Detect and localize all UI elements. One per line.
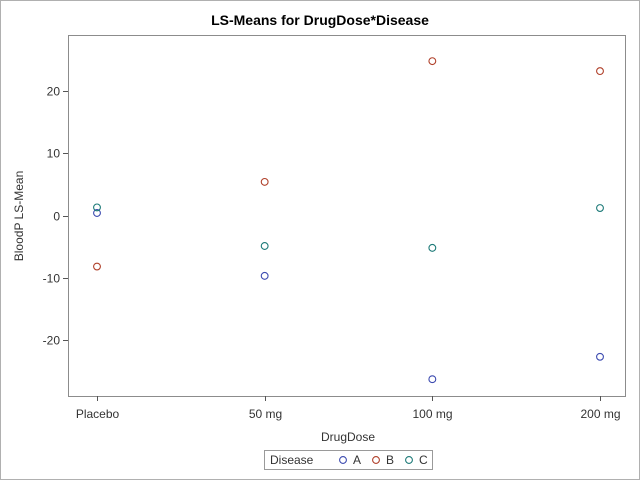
legend: Disease A B C xyxy=(264,450,433,470)
data-point-b xyxy=(260,177,269,186)
y-axis: -20 -10 0 10 20 xyxy=(43,85,68,348)
data-point-c xyxy=(260,242,269,250)
data-point-a xyxy=(93,209,101,217)
x-tick-label: 200 mg xyxy=(580,407,620,421)
legend-marker-c xyxy=(405,456,413,464)
legend-marker-b xyxy=(372,456,380,464)
x-axis-title: DrugDose xyxy=(321,430,375,444)
data-point-a xyxy=(428,375,437,384)
y-tick-label: 0 xyxy=(53,210,60,224)
data-point-b xyxy=(428,57,437,66)
legend-title: Disease xyxy=(270,453,314,467)
y-tick-label: 20 xyxy=(47,85,61,99)
chart-title: LS-Means for DrugDose*Disease xyxy=(211,12,429,28)
data-point-b xyxy=(93,262,101,271)
data-point-c xyxy=(93,203,101,212)
x-tick-label: 100 mg xyxy=(412,407,452,421)
x-axis: Placebo 50 mg 100 mg 200 mg xyxy=(76,396,621,421)
legend-label-c: C xyxy=(419,453,428,467)
legend-label-b: B xyxy=(386,453,394,467)
y-tick-label: -10 xyxy=(43,272,61,286)
x-tick-label: Placebo xyxy=(76,407,120,421)
x-tick-label: 50 mg xyxy=(249,407,282,421)
legend-marker-a xyxy=(339,456,347,464)
data-point-c xyxy=(596,204,604,212)
data-point-c xyxy=(428,243,437,252)
data-point-b xyxy=(596,67,604,76)
data-points xyxy=(93,57,604,384)
data-point-a xyxy=(260,271,269,280)
data-point-a xyxy=(596,352,604,361)
plot-area xyxy=(68,35,626,397)
y-tick-label: 10 xyxy=(47,147,61,161)
y-axis-title: BloodP LS-Mean xyxy=(12,171,26,262)
legend-box xyxy=(264,450,433,470)
y-tick-label: -20 xyxy=(43,334,61,348)
legend-label-a: A xyxy=(353,453,361,467)
